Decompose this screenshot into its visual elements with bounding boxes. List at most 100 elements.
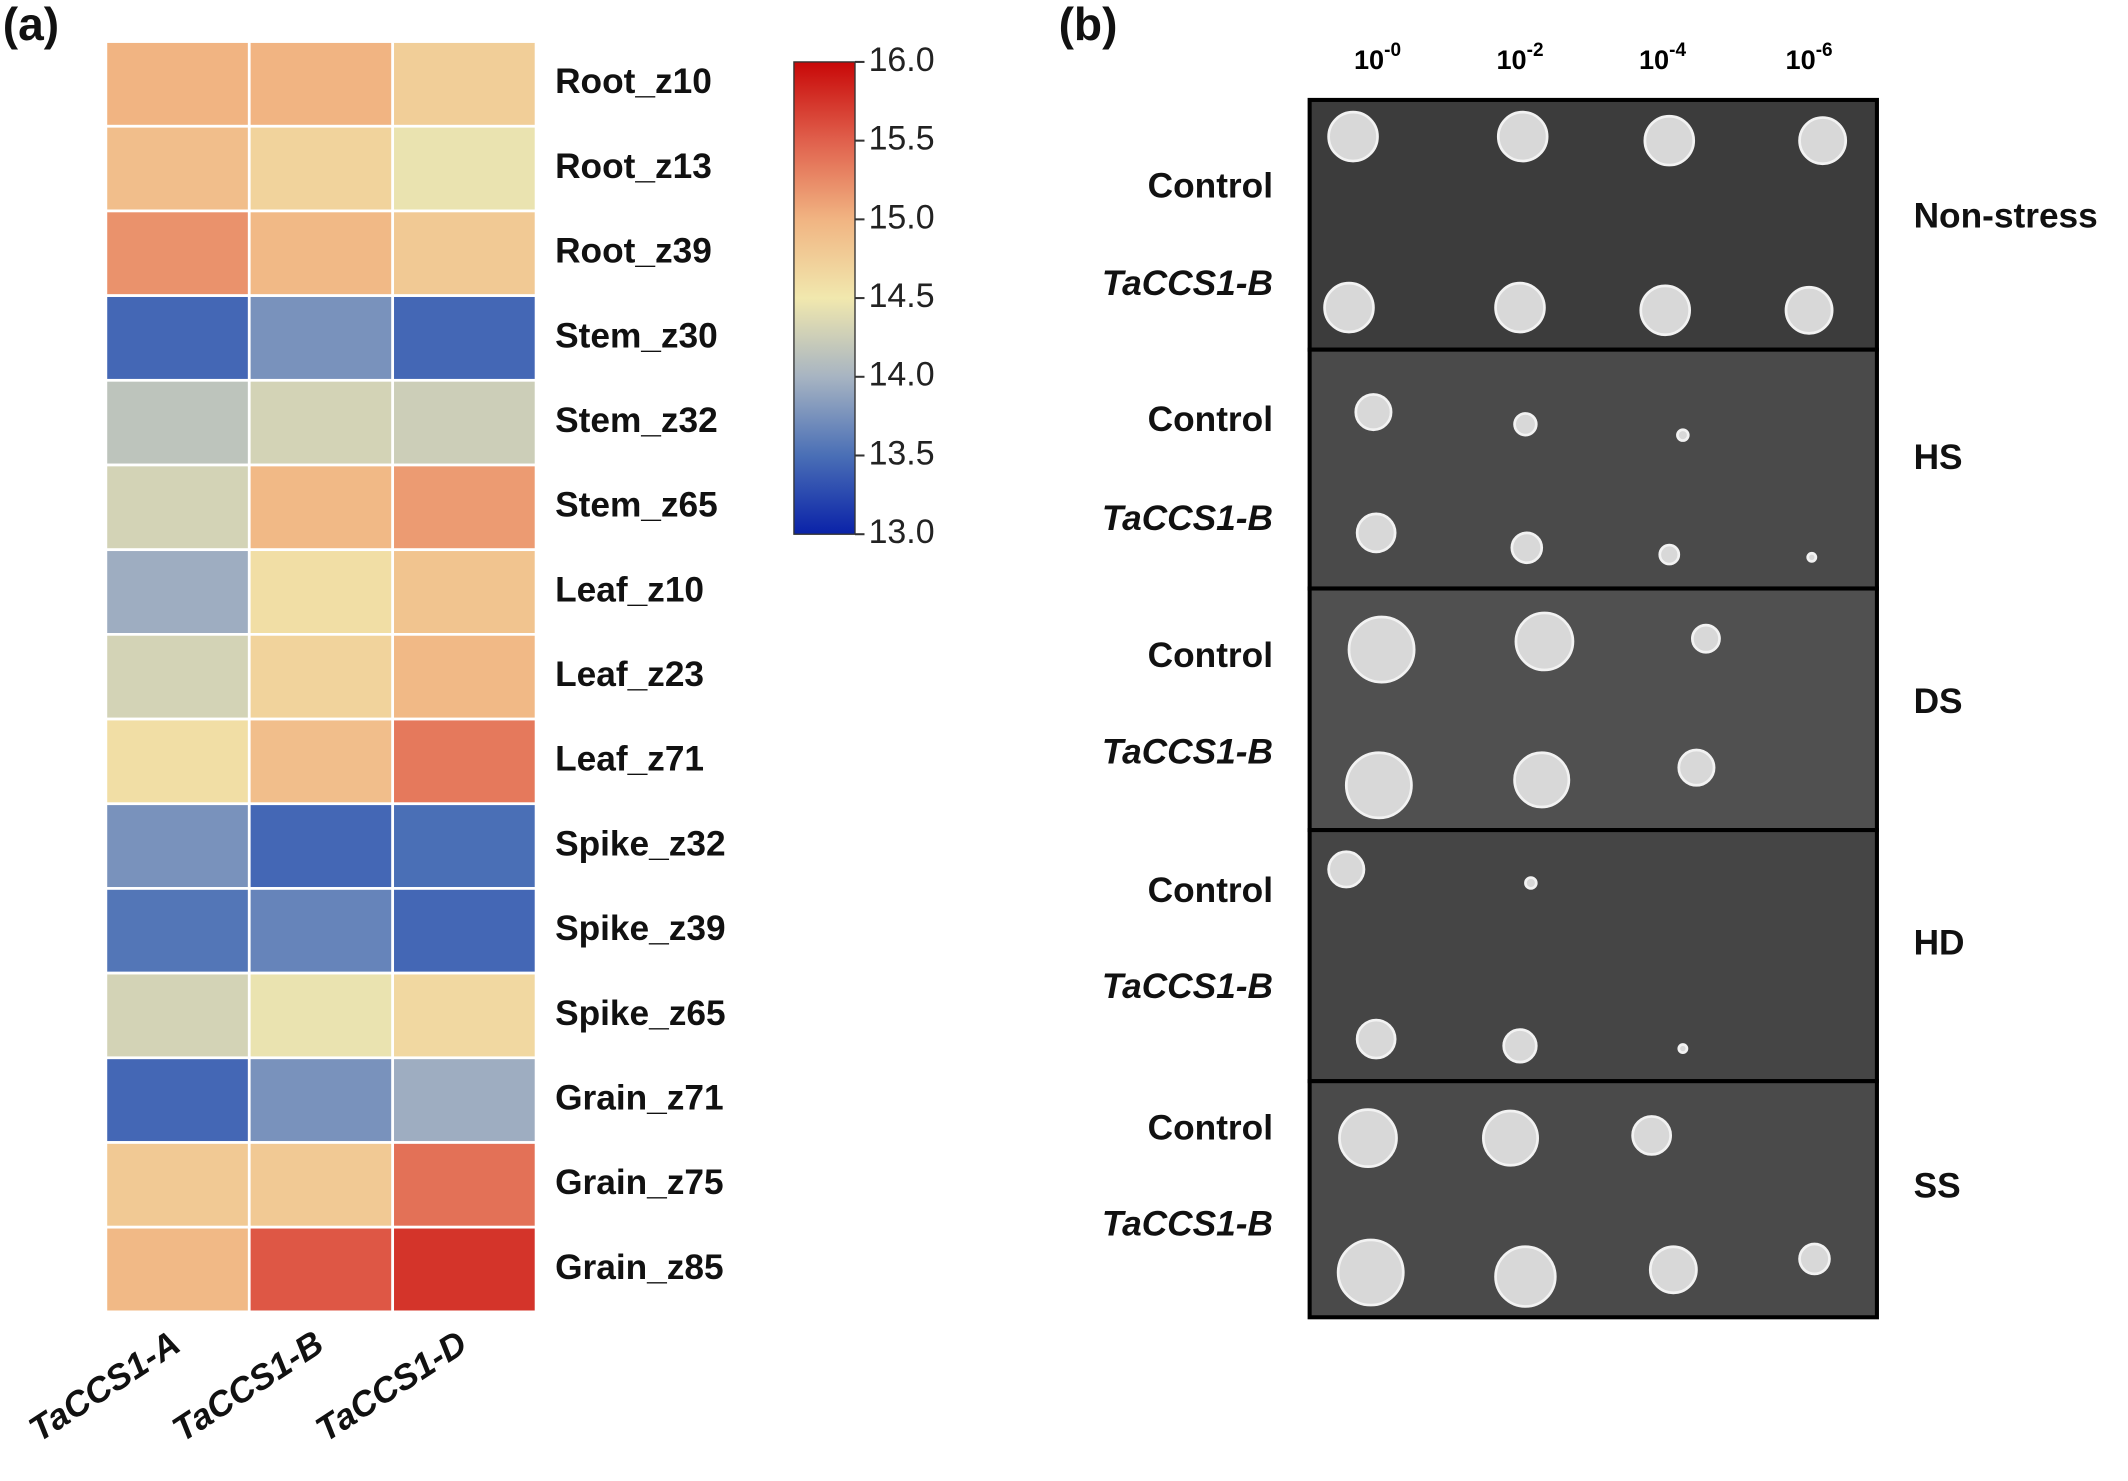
heatmap-cell: [391, 802, 538, 890]
colorbar-tick-label: 16.0: [869, 41, 935, 79]
yeast-spot: [1494, 281, 1546, 334]
heatmap-cell: [247, 294, 395, 382]
yeast-spot: [1513, 412, 1538, 437]
plate-section: [1307, 97, 1879, 352]
yeast-spot: [1323, 281, 1375, 334]
row-label: Stem_z32: [555, 401, 718, 440]
row-label: Grain_z75: [555, 1163, 724, 1202]
yeast-spot: [1798, 116, 1848, 166]
yeast-spot: [1648, 1245, 1698, 1295]
yeast-spot: [1344, 751, 1413, 820]
column-label: TaCCS1-B: [166, 1324, 331, 1450]
yeast-spot: [1327, 850, 1366, 889]
heatmap-cell: [247, 209, 395, 297]
yeast-spot: [1658, 543, 1681, 566]
yeast-spot: [1677, 1043, 1689, 1054]
heatmap-cell: [247, 887, 395, 975]
dilution-label: 10-0: [1354, 40, 1401, 75]
colorbar-tick-label: 15.0: [869, 198, 935, 236]
yeast-spot: [1676, 428, 1690, 442]
strain-label: TaCCS1-B: [1102, 967, 1273, 1006]
strain-label: Control: [1148, 400, 1273, 439]
heatmap-cell: [247, 633, 395, 721]
heatmap-cell: [391, 209, 538, 297]
spot-assay-plate: [1307, 97, 1879, 1320]
row-label: Spike_z32: [555, 824, 726, 863]
heatmap-cell: [104, 294, 251, 382]
colorbar-tick-label: 13.0: [869, 513, 935, 551]
heatmap-cell: [247, 124, 395, 213]
heatmap-cell: [247, 40, 395, 128]
yeast-spot: [1355, 1018, 1397, 1060]
heatmap-cell: [104, 463, 251, 552]
condition-label: HD: [1914, 924, 1965, 963]
colorbar: [793, 61, 856, 535]
colorbar-tick-label: 14.0: [869, 356, 935, 394]
yeast-spot: [1524, 876, 1538, 890]
row-label: Leaf_z71: [555, 740, 704, 779]
heatmap-cell: [391, 548, 538, 636]
heatmap-cell: [391, 1141, 538, 1229]
heatmap-cell: [247, 548, 395, 636]
heatmap-cell: [391, 378, 538, 467]
condition-label: HS: [1914, 438, 1963, 477]
heatmap-cell: [104, 1056, 251, 1144]
column-label: TaCCS1-D: [309, 1324, 474, 1450]
plate-section: [1307, 347, 1879, 591]
row-label: Root_z13: [555, 147, 712, 186]
yeast-spot: [1643, 114, 1696, 167]
strain-label: TaCCS1-B: [1102, 264, 1273, 303]
heatmap-cell: [104, 717, 251, 806]
heatmap-cell: [391, 717, 538, 806]
heatmap-cell: [247, 378, 395, 467]
row-label: Leaf_z23: [555, 655, 704, 694]
heatmap-cell: [391, 1225, 538, 1314]
panel-label: (a): [3, 0, 59, 50]
heatmap-cell: [247, 1141, 395, 1229]
plate-section: [1307, 828, 1879, 1084]
heatmap-cell: [104, 802, 251, 890]
condition-label: Non-stress: [1914, 196, 2098, 235]
heatmap-cell: [104, 209, 251, 297]
row-label: Spike_z39: [555, 909, 726, 948]
heatmap-cell: [391, 887, 538, 975]
row-label: Spike_z65: [555, 994, 726, 1033]
heatmap-cell: [247, 463, 395, 552]
yeast-spot: [1327, 110, 1379, 163]
yeast-spot: [1514, 611, 1575, 672]
heatmap-cell: [247, 971, 395, 1060]
yeast-spot: [1494, 1245, 1557, 1308]
yeast-spot: [1798, 1242, 1831, 1276]
yeast-spot: [1639, 284, 1691, 337]
yeast-spot: [1806, 551, 1818, 563]
heatmap-cell: [104, 1141, 251, 1229]
heatmap-cell: [104, 887, 251, 975]
heatmap-cell: [391, 40, 538, 128]
dilution-label: 10-4: [1639, 40, 1686, 75]
colorbar-tick-label: 14.5: [869, 277, 935, 315]
strain-label: TaCCS1-B: [1102, 1205, 1273, 1244]
heatmap-cell: [104, 378, 251, 467]
yeast-spot: [1355, 512, 1397, 554]
heatmap-cell: [391, 124, 538, 213]
row-label: Root_z10: [555, 62, 712, 101]
heatmap-cell: [104, 633, 251, 721]
row-label: Stem_z30: [555, 316, 718, 355]
heatmap-cell: [247, 1056, 395, 1144]
heatmap-cell: [391, 463, 538, 552]
yeast-spot: [1338, 1108, 1398, 1169]
row-label: Stem_z65: [555, 486, 718, 525]
strain-label: TaCCS1-B: [1102, 499, 1273, 538]
heatmap-cell: [247, 802, 395, 890]
heatmap-cell: [104, 124, 251, 213]
yeast-spot: [1784, 285, 1834, 335]
yeast-spot: [1691, 623, 1721, 654]
yeast-spot: [1482, 1109, 1539, 1167]
panel-label: (b): [1059, 0, 1118, 50]
heatmap-cell: [247, 1225, 395, 1314]
strain-label: Control: [1148, 166, 1273, 205]
yeast-spot: [1510, 531, 1544, 565]
row-label: Grain_z85: [555, 1248, 724, 1287]
strain-label: Control: [1148, 636, 1273, 675]
